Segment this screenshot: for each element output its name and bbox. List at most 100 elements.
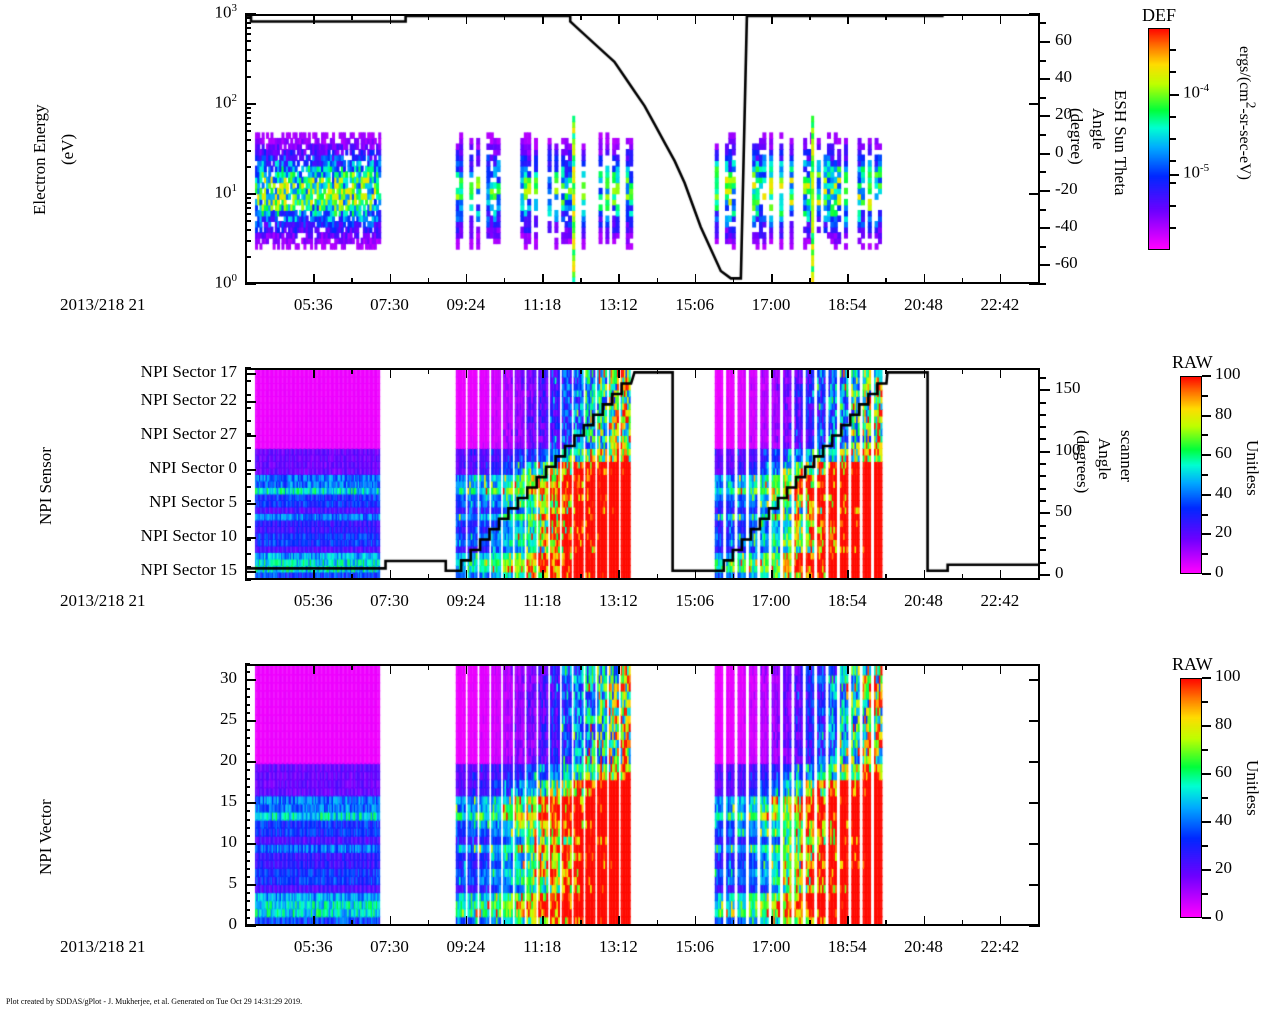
x-tick-major [694,274,697,284]
y-tick-minor [245,486,251,489]
right-tick-label: -20 [1055,178,1078,198]
panel3-colorbar [1180,678,1202,918]
right-tick-label: 150 [1055,378,1081,398]
x-tick-label: 15:06 [675,295,715,314]
y-tick-minor [245,695,250,698]
y-tick-minor [245,526,251,528]
x-tick-label: 13:12 [599,937,638,956]
x-tick-minor [351,14,353,20]
cb-tick-minor [1170,93,1176,96]
cb-tick [1202,677,1211,679]
panel2-plot-frame[interactable] [245,368,1040,580]
y-tick-major [1029,103,1040,105]
cb-tick-minor [1202,454,1208,457]
cb-tick-minor [1202,513,1208,516]
y-tick-major [245,283,256,285]
cb-tick-minor [1170,204,1176,207]
right-tick-minor [1040,283,1046,285]
right-tick-minor [1040,40,1046,43]
x-tick-major [847,368,849,378]
cb-tick-minor [1202,474,1208,476]
panel2-xaxis-origin-label: 2013/218 21 [60,591,146,610]
panel1-plot-frame[interactable] [245,14,1040,284]
cb-tick-minor [1170,71,1176,74]
y-tick-minor [245,679,250,682]
y-tick-minor [245,859,250,862]
x-tick-major [542,664,544,674]
x-tick-minor [732,664,735,670]
x-tick-major [847,664,849,674]
y-tick-minor [245,40,251,43]
y-tick-minor [245,744,250,747]
y-tick-minor [245,473,251,475]
right-tick-minor [1040,152,1046,155]
cb-tick-label: 100 [1215,364,1241,383]
cb-tick-label: 10-5 [1183,161,1210,182]
right-tick-minor [1040,413,1046,416]
panel1-ylabel-line1: Electron Energy [30,104,49,215]
panel1-right-axis-name-line1: ESH Sun Theta [1111,90,1130,196]
right-tick-label: 60 [1055,29,1072,49]
y-tick-minor [245,875,250,878]
cb-tick-minor [1202,414,1208,417]
x-tick-major [389,570,392,580]
x-tick-minor [885,278,887,284]
y-tick-major [1029,13,1040,15]
cb-tick-minor [1202,725,1208,727]
y-tick-minor [245,753,250,756]
cb-tick-minor [1170,226,1176,229]
y-tick-label: NPI Sector 27 [140,423,237,443]
x-tick-label: 07:30 [370,591,409,610]
x-tick-major [465,916,468,926]
y-tick-minor [245,728,250,731]
cb-tick-minor [1170,49,1176,52]
y-tick-major [245,434,256,437]
y-tick-minor [245,761,250,764]
cb-tick-label: 40 [1215,810,1232,829]
x-tick-minor [732,278,735,284]
x-tick-minor [580,920,582,926]
x-tick-minor [351,574,353,580]
y-tick-minor [245,433,251,436]
y-tick-minor [245,228,251,231]
x-tick-major [694,570,697,580]
y-tick-major [245,193,256,195]
x-tick-major [847,274,849,284]
x-tick-label: 11:18 [523,937,562,956]
x-tick-minor [580,278,582,284]
y-tick-major [245,761,256,764]
y-tick-minor [245,769,250,772]
y-tick-minor [245,32,251,35]
x-tick-label: 05:36 [293,937,333,956]
right-tick-minor [1040,376,1046,379]
y-tick-minor [245,420,251,422]
x-tick-major [923,274,926,284]
x-tick-label: 17:00 [751,591,791,610]
x-tick-minor [656,278,658,284]
right-tick-label: -60 [1055,253,1078,273]
x-tick-major [313,274,315,284]
x-tick-label: 18:54 [827,937,867,956]
right-tick-minor [1040,401,1046,404]
y-tick-major [1029,720,1040,723]
panel2-right-axis-name-line1: scanner [1117,430,1136,482]
x-tick-major [313,570,315,580]
x-tick-major [542,570,544,580]
y-tick-minor [245,736,250,739]
y-tick-major [1029,283,1040,285]
y-tick-minor [245,579,251,581]
x-tick-minor [503,920,506,926]
x-tick-major [465,14,468,24]
x-tick-label: 22:42 [980,591,1020,610]
x-tick-major [313,14,315,24]
panel3-plot-frame[interactable] [245,664,1040,926]
right-tick-minor [1040,512,1046,515]
y-tick-minor [245,703,250,706]
cb-tick-label: 20 [1215,522,1232,542]
y-tick-minor [245,867,250,870]
x-tick-major [847,14,849,24]
y-tick-minor [245,220,251,223]
y-tick-label: NPI Sector 17 [140,362,237,382]
y-tick-minor [245,671,250,674]
panel1-colorbar-unit: ergs/(cm2-sr-sec-eV) [1235,46,1258,180]
